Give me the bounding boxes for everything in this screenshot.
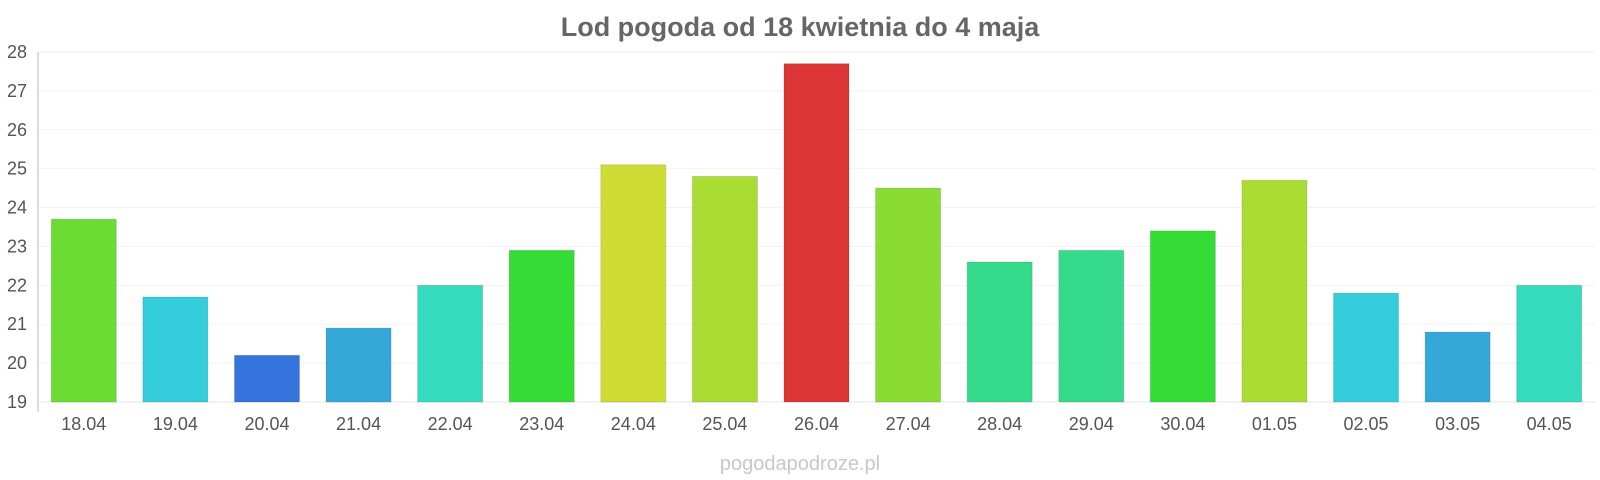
watermark-text: pogodapodroze.pl	[720, 453, 880, 475]
bar-04.05[interactable]	[1516, 284, 1583, 403]
y-tick-label: 19	[7, 392, 27, 412]
bar-21.04[interactable]	[325, 327, 392, 403]
y-tick-label: 22	[7, 275, 27, 295]
x-tick-label: 22.04	[428, 414, 473, 434]
bar-30.04[interactable]	[1149, 230, 1216, 403]
x-tick-label: 04.05	[1527, 414, 1572, 434]
bar-29.04[interactable]	[1058, 249, 1125, 403]
x-tick-label: 18.04	[61, 414, 106, 434]
x-tick-label: 28.04	[977, 414, 1022, 434]
bar-18.04[interactable]	[50, 218, 117, 403]
y-tick-label: 26	[7, 120, 27, 140]
bars	[50, 63, 1583, 403]
x-tick-label: 29.04	[1069, 414, 1114, 434]
y-axis-ticks: 19 20 21 22 23 24 25 26 27 28	[7, 42, 27, 412]
y-tick-label: 24	[7, 198, 27, 218]
x-tick-label: 21.04	[336, 414, 381, 434]
bar-03.05[interactable]	[1424, 331, 1491, 403]
bar-23.04[interactable]	[508, 249, 575, 403]
bar-28.04[interactable]	[966, 261, 1033, 403]
x-tick-label: 23.04	[519, 414, 564, 434]
bar-22.04[interactable]	[417, 284, 484, 403]
bar-02.05[interactable]	[1333, 292, 1400, 403]
x-tick-label: 03.05	[1435, 414, 1480, 434]
bar-24.04[interactable]	[600, 164, 667, 403]
y-tick-label: 25	[7, 159, 27, 179]
x-tick-label: 20.04	[244, 414, 289, 434]
x-tick-label: 30.04	[1160, 414, 1205, 434]
x-tick-label: 02.05	[1344, 414, 1389, 434]
x-tick-label: 01.05	[1252, 414, 1297, 434]
bar-25.04[interactable]	[691, 175, 758, 403]
x-axis-ticks: 18.04 19.04 20.04 21.04 22.04 23.04 24.04 25.04…	[61, 414, 1571, 434]
bar-19.04[interactable]	[142, 296, 209, 403]
x-tick-label: 25.04	[702, 414, 747, 434]
x-tick-label: 24.04	[611, 414, 656, 434]
bar-26.04[interactable]	[783, 63, 850, 403]
y-tick-label: 28	[7, 42, 27, 62]
bar-27.04[interactable]	[875, 187, 942, 403]
bar-01.05[interactable]	[1241, 179, 1308, 403]
x-tick-label: 19.04	[153, 414, 198, 434]
bar-20.04[interactable]	[233, 354, 300, 403]
y-tick-label: 21	[7, 314, 27, 334]
chart-title: Lod pogoda od 18 kwietnia do 4 maja	[561, 12, 1041, 42]
x-tick-label: 27.04	[886, 414, 931, 434]
x-tick-label: 26.04	[794, 414, 839, 434]
y-tick-label: 27	[7, 81, 27, 101]
y-tick-label: 23	[7, 236, 27, 256]
y-tick-label: 20	[7, 353, 27, 373]
